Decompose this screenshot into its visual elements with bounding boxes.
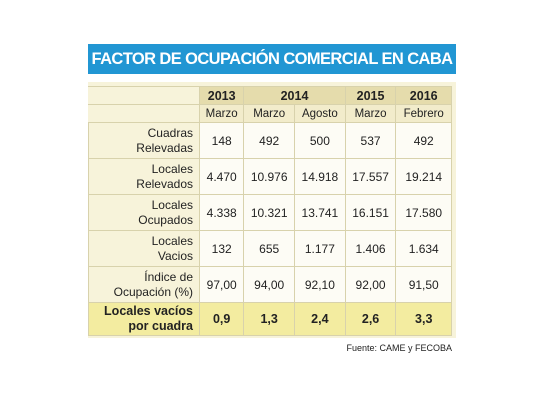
value-cell: 17.580	[395, 194, 452, 231]
row-label-line: Ocupados	[138, 212, 193, 227]
value-cell: 4.338	[198, 194, 245, 231]
value-cell: 14.918	[294, 158, 346, 195]
row-label: Índice de Ocupación (%)	[88, 266, 200, 303]
row-label-line: Locales	[151, 197, 193, 212]
value-cell: 1.634	[395, 230, 452, 267]
value-cell: 16.151	[344, 194, 397, 231]
value-cell: 3,3	[395, 302, 452, 336]
year-header: 2013	[198, 86, 245, 105]
row-label-line: Vacios	[157, 248, 193, 263]
value-cell: 132	[198, 230, 245, 267]
value-cell: 1,3	[243, 302, 296, 336]
table-row: Cuadras Relevadas 148 492 500 537 492	[88, 122, 452, 159]
table-row: Locales Vacios 132 655 1.177 1.406 1.634	[88, 230, 452, 267]
year-header: 2015	[344, 86, 397, 105]
row-label-line: Locales vacíos	[104, 304, 193, 318]
row-label-line: Relevadas	[136, 140, 193, 155]
year-header: 2016	[395, 86, 452, 105]
value-cell: 17.557	[344, 158, 397, 195]
value-cell: 148	[198, 122, 245, 159]
row-label-line: Cuadras	[147, 125, 193, 140]
value-cell: 655	[243, 230, 296, 267]
table-row: Locales Relevados 4.470 10.976 14.918 17.557 1…	[88, 158, 452, 195]
row-label-line: Relevados	[136, 176, 193, 191]
corner-cell	[88, 104, 200, 123]
row-label-line: Locales	[151, 233, 193, 248]
month-header: Febrero	[395, 104, 452, 123]
value-cell: 10.321	[243, 194, 296, 231]
source: Fuente: CAME y FECOBA	[346, 343, 452, 353]
month-row: Marzo Marzo Agosto Marzo Febrero	[88, 104, 452, 123]
value-cell: 492	[243, 122, 296, 159]
value-cell: 13.741	[294, 194, 346, 231]
value-cell: 91,50	[395, 266, 452, 303]
title: FACTOR DE OCUPACIÓN COMERCIAL EN CABA	[88, 44, 456, 74]
month-header: Marzo	[243, 104, 296, 123]
value-cell: 92,00	[344, 266, 397, 303]
value-cell: 2,6	[344, 302, 397, 336]
value-cell: 92,10	[294, 266, 346, 303]
value-cell: 500	[294, 122, 346, 159]
table-row: Locales Ocupados 4.338 10.321 13.741 16.151 17…	[88, 194, 452, 231]
row-label: Locales Vacios	[88, 230, 200, 267]
value-cell: 97,00	[198, 266, 245, 303]
value-cell: 537	[344, 122, 397, 159]
value-cell: 1.406	[344, 230, 397, 267]
row-label-line: por cuadra	[128, 319, 193, 333]
row-label-line: Ocupación (%)	[113, 284, 193, 299]
row-label: Locales vacíos por cuadra	[88, 302, 200, 336]
value-cell: 10.976	[243, 158, 296, 195]
month-header: Marzo	[344, 104, 397, 123]
row-label: Locales Ocupados	[88, 194, 200, 231]
value-cell: 4.470	[198, 158, 245, 195]
table: 2013 2014 2015 2016 Marzo Marzo Agosto Marzo Feb…	[88, 86, 452, 336]
corner-cell	[88, 86, 200, 105]
value-cell: 2,4	[294, 302, 346, 336]
row-label: Cuadras Relevadas	[88, 122, 200, 159]
value-cell: 19.214	[395, 158, 452, 195]
value-cell: 94,00	[243, 266, 296, 303]
row-label-line: Índice de	[144, 269, 193, 284]
month-header: Agosto	[294, 104, 346, 123]
year-row: 2013 2014 2015 2016	[88, 86, 452, 105]
table-panel: 2013 2014 2015 2016 Marzo Marzo Agosto Marzo Feb…	[88, 82, 456, 338]
value-cell: 1.177	[294, 230, 346, 267]
value-cell: 0,9	[198, 302, 245, 336]
table-row: Locales vacíos por cuadra 0,9 1,3 2,4 2,6 3,3	[88, 302, 452, 336]
month-header: Marzo	[198, 104, 245, 123]
value-cell: 492	[395, 122, 452, 159]
row-label: Locales Relevados	[88, 158, 200, 195]
table-row: Índice de Ocupación (%) 97,00 94,00 92,10 92,…	[88, 266, 452, 303]
year-header: 2014	[243, 86, 346, 105]
row-label-line: Locales	[151, 161, 193, 176]
